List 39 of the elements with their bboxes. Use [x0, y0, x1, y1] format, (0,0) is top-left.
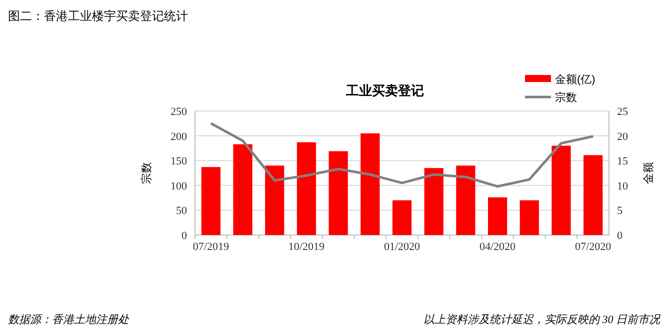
bar: [456, 166, 476, 235]
text: 图二：香港工业楼宇买卖登记统计: [8, 9, 188, 23]
bar: [392, 200, 412, 235]
chart-title: 工业买卖登记: [345, 83, 424, 98]
bar: [488, 197, 508, 235]
y-axis-title: 宗数: [140, 162, 153, 184]
bar: [584, 155, 603, 235]
bar: [424, 168, 444, 235]
y2-tick-label: 0: [617, 230, 623, 242]
y2-tick-label: 20: [617, 130, 628, 143]
y-tick-label: 150: [170, 156, 188, 168]
x-tick-label: 07/2020: [575, 241, 612, 253]
y-tick-label: 50: [176, 205, 188, 218]
bar: [360, 133, 380, 235]
legend-label: 金额(亿): [555, 73, 596, 86]
y2-tick-label: 10: [617, 180, 628, 192]
y-tick-label: 250: [170, 106, 188, 118]
text: 数据源：香港土地注册处: [8, 313, 130, 326]
x-tick-label: 01/2020: [384, 241, 421, 253]
y2-tick-label: 15: [617, 156, 628, 168]
legend-label: 宗数: [555, 91, 577, 104]
text: 以上资料涉及统计延迟，实际反映的 30 日前市况: [424, 313, 661, 326]
bar: [552, 146, 571, 235]
bar: [520, 200, 539, 235]
bar: [201, 167, 220, 235]
x-tick-label: 04/2020: [480, 241, 516, 253]
y-tick-label: 200: [170, 130, 188, 143]
y2-tick-label: 25: [617, 106, 628, 118]
bar: [265, 166, 284, 235]
y2-tick-label: 5: [617, 205, 623, 218]
x-tick-label: 10/2019: [288, 241, 325, 253]
y-tick-label: 100: [170, 180, 188, 192]
bar: [233, 144, 252, 235]
y-tick-label: 0: [182, 230, 188, 242]
y2-axis-title: 金额: [642, 162, 655, 184]
x-tick-label: 07/2019: [192, 241, 230, 253]
bar: [296, 142, 316, 235]
bar: [328, 151, 348, 235]
line-series: [210, 122, 594, 188]
